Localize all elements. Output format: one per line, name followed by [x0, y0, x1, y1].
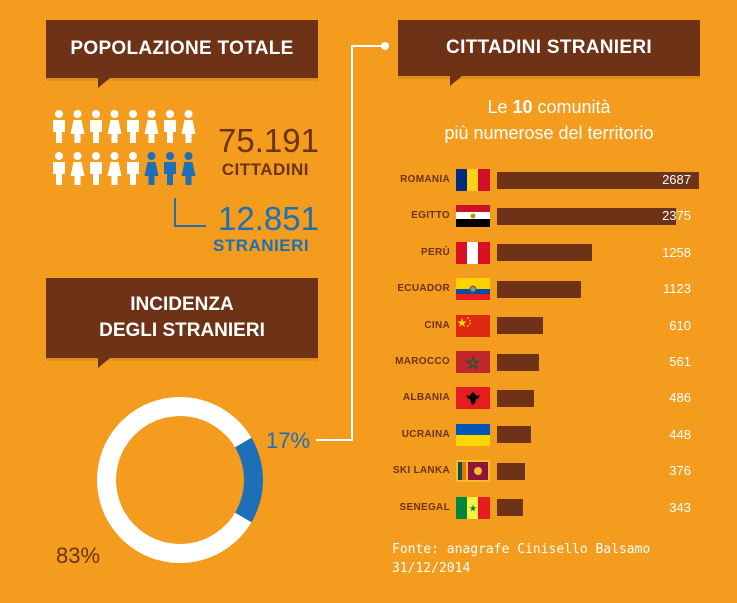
- person-icon: [53, 152, 65, 185]
- connector-dot: [381, 42, 389, 50]
- donut-label-italian: 83%: [56, 543, 101, 568]
- category-label: PERÙ: [421, 246, 450, 258]
- person-icon: [107, 110, 122, 143]
- category-label: ROMANIA: [400, 174, 450, 185]
- total-population-value: 75.191: [218, 122, 319, 159]
- person-icon-foreign: [164, 152, 176, 185]
- value-label: 2687: [662, 172, 691, 187]
- section-connector-line: [316, 45, 382, 441]
- category-label: EGITTO: [411, 210, 450, 222]
- value-label: 376: [669, 463, 691, 479]
- banner-incidenza: INCIDENZA DEGLI STRANIERI: [46, 278, 318, 368]
- flag-albania-icon: [456, 387, 490, 410]
- subtitle-line2: più numerose del territorio: [444, 123, 654, 143]
- total-population-label: CITTADINI: [221, 160, 309, 179]
- value-label: 2375: [662, 208, 691, 224]
- person-icon-foreign: [181, 152, 196, 185]
- person-icon: [107, 152, 122, 185]
- flag-china-icon: [456, 314, 490, 337]
- person-icon: [70, 152, 85, 185]
- category-label: UCRAINA: [401, 428, 450, 440]
- bar: [497, 207, 676, 225]
- category-label: MAROCCO: [395, 356, 450, 367]
- source-note: Fonte: anagrafe Cinisello Balsamo 31/12/…: [392, 542, 651, 576]
- bar: [497, 462, 525, 480]
- person-icon: [53, 110, 65, 143]
- flag-ecuador-icon: [456, 278, 490, 301]
- bar: [497, 280, 581, 298]
- value-label: 343: [669, 499, 691, 515]
- donut-slice-italian: [96, 397, 252, 563]
- person-icon: [164, 110, 176, 143]
- category-label: CINA: [424, 319, 450, 331]
- category-label: SKI LANKA: [392, 465, 450, 477]
- person-icon: [90, 152, 102, 185]
- subtitle-pre: Le: [487, 97, 513, 117]
- flag-peru-icon: [456, 241, 490, 264]
- banner-tail: [450, 76, 462, 86]
- subtitle-bold: 10: [512, 97, 533, 117]
- bar: [497, 171, 699, 189]
- category-label: ALBANIA: [402, 392, 450, 404]
- flag-ukraine-icon: [456, 423, 490, 446]
- category-label: ECUADOR: [397, 283, 450, 295]
- value-label: 610: [669, 317, 691, 333]
- person-icon: [127, 152, 139, 185]
- bar: [497, 499, 523, 517]
- banner-popolazione-totale: POPOLAZIONE TOTALE: [46, 20, 318, 88]
- banner-cittadini-label: CITTADINI STRANIERI: [446, 37, 652, 58]
- value-label: 561: [669, 354, 691, 369]
- person-icon-foreign: [144, 152, 159, 185]
- banner-tail: [98, 358, 110, 368]
- bar: [497, 389, 534, 407]
- flag-romania-icon: [456, 169, 490, 191]
- person-icon: [144, 110, 159, 143]
- person-icon: [181, 110, 196, 143]
- category-label: SENEGAL: [399, 501, 450, 513]
- flag-senegal-icon: [456, 496, 490, 519]
- bar: [497, 317, 543, 335]
- person-icon: [127, 110, 139, 143]
- value-label: 486: [669, 390, 691, 406]
- person-icon: [90, 110, 102, 143]
- person-icon: [70, 110, 85, 143]
- banner-incidenza-label: INCIDENZA DEGLI STRANIERI: [99, 294, 265, 341]
- banner-tail: [98, 78, 110, 88]
- banner-popolazione-label: POPOLAZIONE TOTALE: [70, 38, 294, 59]
- flag-morocco-icon: [456, 351, 490, 373]
- donut-label-foreign: 17%: [266, 428, 311, 453]
- flag-egypt-icon: [456, 205, 490, 228]
- value-label: 448: [669, 426, 691, 442]
- value-label: 1123: [663, 281, 691, 297]
- bar: [497, 353, 539, 371]
- foreign-connector-line: [174, 198, 206, 227]
- bar: [497, 244, 592, 262]
- bar: [497, 426, 531, 444]
- foreign-population-value: 12.851: [218, 200, 319, 237]
- chart-subtitle: Le 10 comunità più numerose del territor…: [398, 94, 700, 146]
- foreign-population-label: STRANIERI: [213, 236, 310, 255]
- banner-cittadini-stranieri: CITTADINI STRANIERI: [398, 20, 700, 86]
- subtitle-post: comunità: [532, 97, 611, 117]
- flag-sri-lanka-icon: [456, 460, 490, 483]
- value-label: 1258: [662, 244, 691, 260]
- donut-slice-foreign: [235, 437, 263, 523]
